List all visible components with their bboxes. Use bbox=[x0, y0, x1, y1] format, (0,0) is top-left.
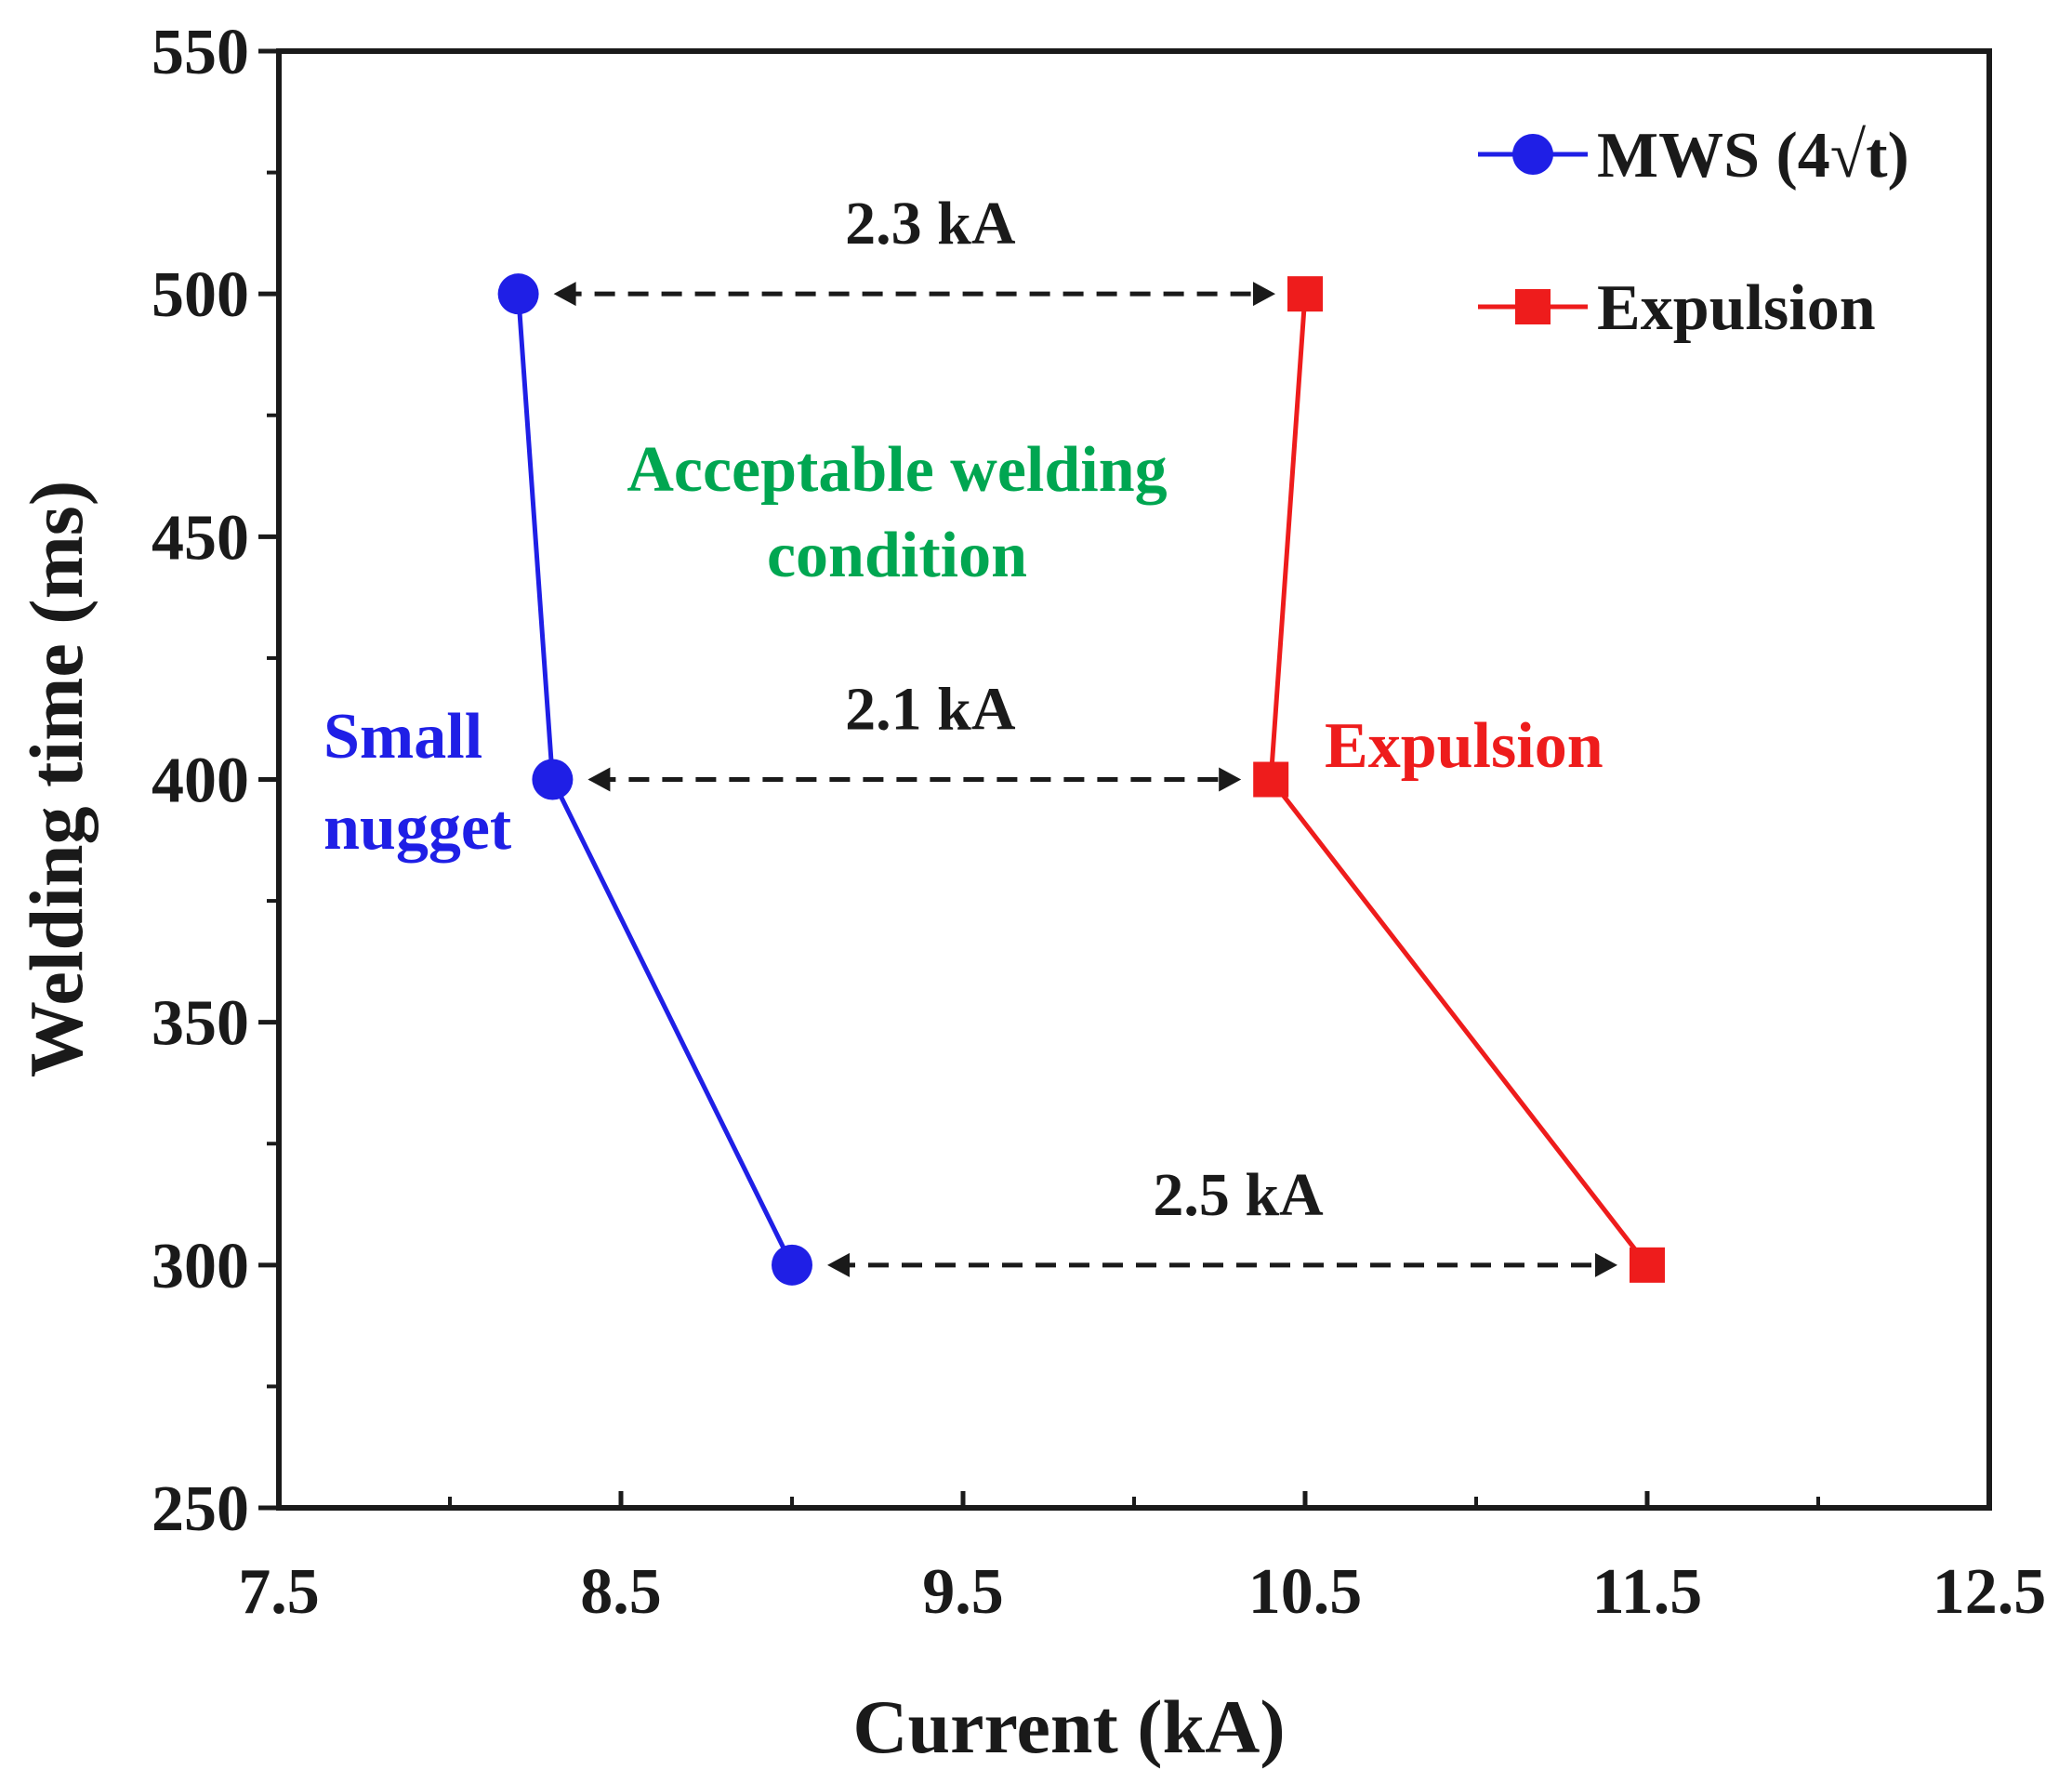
data-point-mws bbox=[497, 273, 539, 315]
data-point-mws bbox=[532, 759, 574, 800]
region-label-small-nugget: nugget bbox=[323, 792, 511, 864]
x-tick-label: 10.5 bbox=[1248, 1556, 1363, 1628]
legend-label-mws: MWS (4√t) bbox=[1597, 120, 1909, 192]
gap-labels: 2.3 kA 2.1 kA 2.5 kA bbox=[845, 190, 1324, 1229]
x-tick-label: 8.5 bbox=[580, 1556, 662, 1628]
y-tick-label: 550 bbox=[152, 17, 249, 88]
x-tick-label: 11.5 bbox=[1592, 1556, 1703, 1628]
gap-arrow-head-right bbox=[1219, 767, 1242, 792]
data-series bbox=[497, 273, 1665, 1286]
gap-arrow-head-left bbox=[827, 1252, 850, 1277]
y-tick-label: 250 bbox=[152, 1473, 249, 1545]
y-tick-label: 350 bbox=[152, 988, 249, 1060]
region-label-small-nugget: Small bbox=[323, 701, 482, 773]
y-tick-labels: 250 300 350 400 450 500 550 bbox=[152, 17, 249, 1545]
region-label-acceptable: Acceptable welding bbox=[627, 434, 1167, 506]
gap-arrow-head-left bbox=[553, 282, 576, 307]
gap-label: 2.3 kA bbox=[845, 190, 1016, 258]
x-tick-label: 12.5 bbox=[1933, 1556, 2047, 1628]
data-point-expulsion bbox=[1287, 276, 1323, 312]
x-tick-label: 7.5 bbox=[238, 1556, 320, 1628]
y-tick-label: 500 bbox=[152, 259, 249, 331]
x-tick-labels: 7.5 8.5 9.5 10.5 11.5 12.5 bbox=[238, 1556, 2046, 1628]
gap-arrows bbox=[553, 282, 1617, 1277]
y-axis-title: Welding time (ms) bbox=[14, 481, 99, 1077]
y-tick-label: 300 bbox=[152, 1231, 249, 1302]
y-tick-label: 400 bbox=[152, 746, 249, 817]
region-label-expulsion: Expulsion bbox=[1325, 710, 1603, 782]
data-point-expulsion bbox=[1253, 761, 1289, 798]
y-tick-label: 450 bbox=[152, 502, 249, 574]
gap-arrow-head-left bbox=[587, 767, 611, 792]
gap-label: 2.5 kA bbox=[1153, 1161, 1324, 1229]
data-point-expulsion bbox=[1630, 1247, 1665, 1283]
x-axis-title: Current (kA) bbox=[852, 1684, 1285, 1769]
legend-marker-mws bbox=[1512, 134, 1553, 175]
plot-frame bbox=[276, 48, 1992, 1511]
gap-label: 2.1 kA bbox=[845, 676, 1016, 744]
data-point-mws bbox=[772, 1244, 812, 1286]
legend-label-expulsion: Expulsion bbox=[1597, 272, 1876, 344]
region-label-acceptable: condition bbox=[767, 520, 1027, 591]
x-tick-label: 9.5 bbox=[922, 1556, 1004, 1628]
legend: MWS (4√t) Expulsion bbox=[1478, 120, 1909, 344]
legend-marker-expulsion bbox=[1515, 289, 1551, 324]
region-labels: Acceptable welding condition Small nugget Ex… bbox=[323, 434, 1603, 864]
gap-arrow-head-right bbox=[1253, 282, 1275, 307]
gap-arrow-head-right bbox=[1595, 1252, 1617, 1277]
